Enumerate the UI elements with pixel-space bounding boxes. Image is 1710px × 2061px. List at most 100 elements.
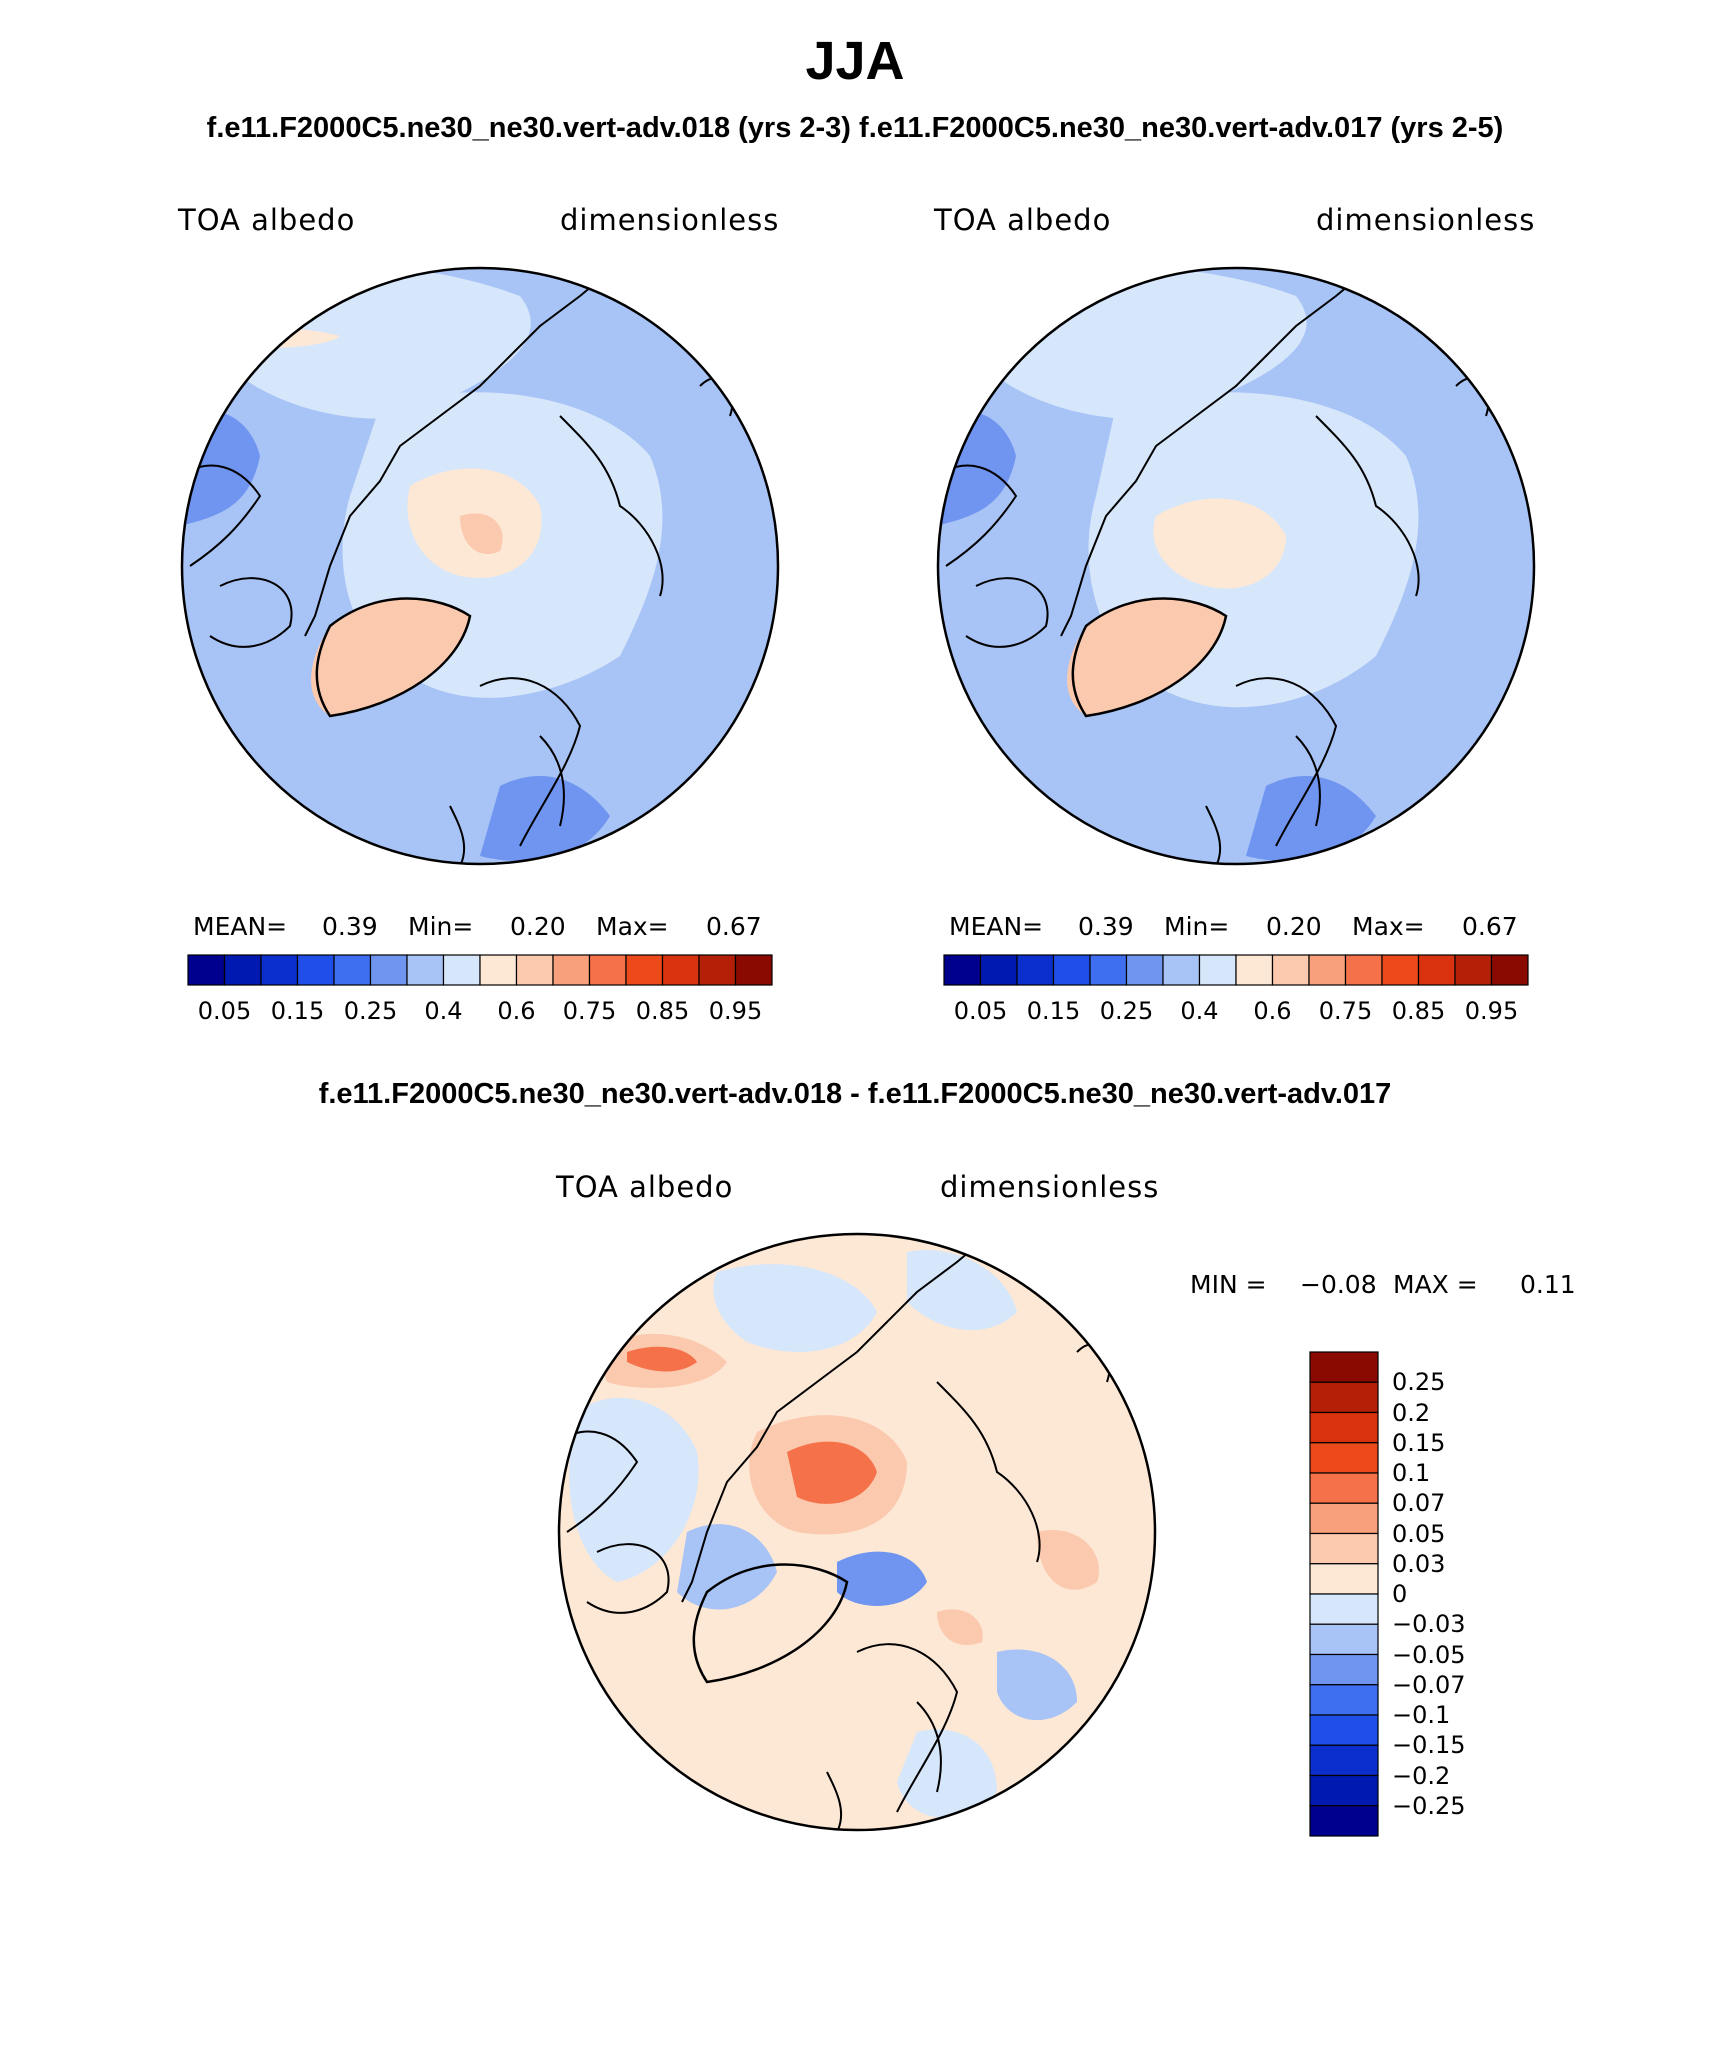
- left-colorbar-tick-label: 0.25: [343, 997, 398, 1025]
- right-colorbar-tick-label: 0.25: [1099, 997, 1154, 1025]
- diff-max-value: 0.11: [1520, 1270, 1576, 1299]
- right-colorbar-swatch: [1089, 954, 1128, 986]
- left-field-pole-warmer: [460, 513, 503, 555]
- left-colorbar-swatch: [552, 954, 591, 986]
- left-colorbar-swatch: [369, 954, 408, 986]
- right-colorbar-tick-label: 0.6: [1253, 997, 1292, 1025]
- right-colorbar-swatch: [1271, 954, 1310, 986]
- left-colorbar-swatch: [442, 954, 481, 986]
- diff-coastline-greenland: [692, 1563, 849, 1684]
- diff-colorbar-tick-label: 0.07: [1392, 1489, 1446, 1518]
- left-coastline-1: [304, 270, 611, 637]
- left-colorbar-swatch: [260, 954, 299, 986]
- right-colorbar-swatch: [1344, 954, 1383, 986]
- diff-colorbar-tick-label: 0.2: [1392, 1398, 1431, 1427]
- left-colorbar-swatch: [333, 954, 372, 986]
- left-mean-label: MEAN=: [193, 912, 288, 941]
- diff-colorbar-swatch: [1309, 1472, 1379, 1504]
- left-colorbar-swatch: [515, 954, 554, 986]
- right-coastline-greenland: [1071, 597, 1228, 718]
- left-colorbar-swatch: [734, 954, 773, 986]
- subtitle-right: f.e11.F2000C5.ne30_ne30.vert-adv.017 (yr…: [859, 112, 1504, 144]
- diff-colorbar-swatch: [1309, 1442, 1379, 1474]
- right-colorbar-swatch: [943, 954, 982, 986]
- diff-colorbar-swatch: [1309, 1805, 1379, 1837]
- left-colorbar-tick-label: 0.95: [708, 997, 763, 1025]
- right-coastline-europe: [1205, 677, 1338, 864]
- left-max-value: 0.67: [706, 912, 762, 941]
- right-colorbar-swatch: [1125, 954, 1164, 986]
- right-colorbar-swatch: [1308, 954, 1347, 986]
- left-min-label: Min=: [408, 912, 474, 941]
- left-colorbar-tick-label: 0.85: [635, 997, 690, 1025]
- left-coastline-canada: [182, 464, 293, 648]
- diff-variable-label: TOA albedo: [556, 1170, 734, 1204]
- right-colorbar-swatch: [1417, 954, 1456, 986]
- diff-colorbar-tick-label: −0.1: [1392, 1701, 1451, 1729]
- right-map-border: [936, 266, 1536, 866]
- diff-field-cool-7: [897, 1729, 997, 1818]
- diff-colorbar-swatch: [1309, 1744, 1379, 1777]
- diff-colorbar-tick-label: 0.05: [1392, 1519, 1446, 1548]
- diff-colorbar-tick-label: −0.07: [1392, 1670, 1466, 1699]
- subtitle-left: f.e11.F2000C5.ne30_ne30.vert-adv.018 (yr…: [206, 112, 851, 144]
- diff-units-label: dimensionless: [940, 1170, 1160, 1204]
- left-colorbar-swatch: [661, 954, 700, 986]
- left-colorbar-swatch: [588, 954, 627, 986]
- left-colorbar-swatch: [187, 954, 226, 986]
- left-colorbar-swatch: [698, 954, 737, 986]
- right-units-label: dimensionless: [1316, 203, 1536, 237]
- diff-polar-map: [557, 1232, 1157, 1832]
- left-colorbar-swatch: [223, 954, 262, 986]
- diff-colorbar-swatch: [1309, 1653, 1379, 1686]
- right-colorbar-swatch: [1052, 954, 1091, 986]
- right-mean-value: 0.39: [1078, 912, 1134, 941]
- right-colorbar-swatch: [1381, 954, 1420, 986]
- diff-field-cool-6: [997, 1649, 1077, 1721]
- diff-colorbar-swatch: [1309, 1714, 1379, 1746]
- right-mean-label: MEAN=: [949, 912, 1044, 941]
- right-colorbar-swatch: [1016, 954, 1055, 986]
- diff-field-cool-5: [837, 1551, 927, 1606]
- diff-map-border: [557, 1232, 1157, 1832]
- left-coastline-greenland: [315, 597, 472, 718]
- diff-colorbar-swatch: [1309, 1532, 1379, 1565]
- left-polar-map: [180, 266, 780, 866]
- right-colorbar-swatch: [1490, 954, 1529, 986]
- diff-colorbar-swatch: [1309, 1593, 1379, 1625]
- diff-coastline-1: [681, 1236, 988, 1603]
- right-colorbar-tick-label: 0.4: [1180, 997, 1219, 1025]
- diff-colorbar-tick-label: 0.03: [1392, 1549, 1446, 1578]
- left-colorbar-swatch: [625, 954, 664, 986]
- diff-colorbar-tick-label: 0.15: [1392, 1428, 1446, 1457]
- diff-max-label: MAX =: [1393, 1270, 1478, 1299]
- left-colorbar-swatch: [406, 954, 445, 986]
- diff-colorbar-tick-label: −0.25: [1392, 1791, 1466, 1820]
- diff-field-warm-4: [787, 1441, 877, 1504]
- diff-colorbar-swatch: [1309, 1351, 1379, 1383]
- left-colorbar-swatch: [296, 954, 335, 986]
- right-colorbar: [943, 954, 1529, 986]
- diff-colorbar-swatch: [1309, 1563, 1379, 1595]
- left-colorbar-tick-label: 0.05: [197, 997, 252, 1025]
- left-colorbar-tick-label: 0.75: [562, 997, 617, 1025]
- diff-field-warm-6: [937, 1609, 983, 1646]
- right-colorbar-tick-label: 0.75: [1318, 997, 1373, 1025]
- diff-colorbar-swatch: [1309, 1381, 1379, 1414]
- diff-colorbar-swatch: [1309, 1502, 1379, 1535]
- diff-field-warm-2: [627, 1346, 697, 1372]
- diff-colorbar-tick-label: −0.03: [1392, 1610, 1466, 1639]
- diff-coastline-europe: [826, 1643, 959, 1830]
- left-units-label: dimensionless: [560, 203, 780, 237]
- right-max-value: 0.67: [1462, 912, 1518, 941]
- left-max-label: Max=: [596, 912, 669, 941]
- diff-colorbar-tick-label: 0.25: [1392, 1368, 1446, 1397]
- right-colorbar-swatch: [1198, 954, 1237, 986]
- panels-subtitle: f.e11.F2000C5.ne30_ne30.vert-adv.018 (yr…: [0, 112, 1710, 145]
- right-colorbar-swatch: [1454, 954, 1493, 986]
- right-min-value: 0.20: [1266, 912, 1322, 941]
- diff-colorbar-tick-label: −0.05: [1392, 1640, 1466, 1669]
- left-coastline-europe: [449, 677, 582, 864]
- diff-field-cool-3: [907, 1250, 1017, 1331]
- right-colorbar-swatch: [1162, 954, 1201, 986]
